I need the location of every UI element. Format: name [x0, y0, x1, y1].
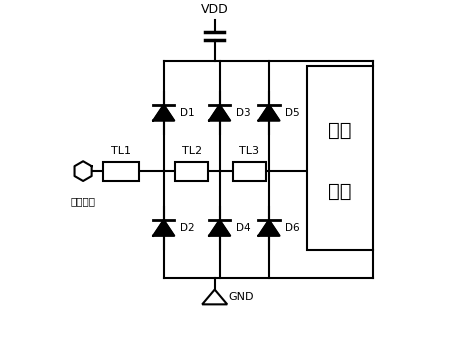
Text: 电路: 电路 — [328, 182, 352, 201]
Text: D2: D2 — [180, 223, 195, 233]
Text: TL2: TL2 — [182, 146, 202, 156]
Bar — [233, 161, 266, 181]
Bar — [307, 66, 373, 250]
Bar — [103, 161, 139, 181]
Text: D6: D6 — [285, 223, 300, 233]
Text: D3: D3 — [236, 108, 251, 118]
Polygon shape — [153, 105, 174, 121]
Polygon shape — [258, 105, 280, 121]
Text: VDD: VDD — [201, 3, 229, 17]
Polygon shape — [153, 220, 174, 236]
Text: TL1: TL1 — [111, 146, 131, 156]
Text: GND: GND — [229, 292, 254, 302]
Bar — [175, 161, 208, 181]
Polygon shape — [209, 220, 230, 236]
Polygon shape — [258, 220, 280, 236]
Text: 信号输入: 信号输入 — [71, 196, 95, 206]
Text: TL3: TL3 — [239, 146, 259, 156]
Polygon shape — [209, 105, 230, 121]
Text: 核心: 核心 — [328, 121, 352, 140]
Text: D1: D1 — [180, 108, 195, 118]
Text: D4: D4 — [236, 223, 251, 233]
Text: D5: D5 — [285, 108, 300, 118]
